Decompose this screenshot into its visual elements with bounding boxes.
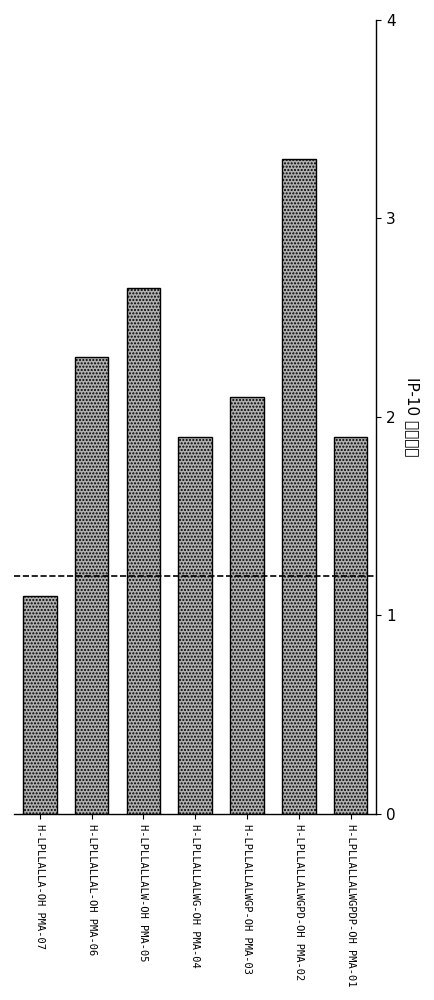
Bar	[334, 437, 368, 814]
Bar	[75, 357, 108, 814]
Bar	[230, 397, 264, 814]
Bar	[178, 437, 212, 814]
Y-axis label: IP-10 倍数变化: IP-10 倍数变化	[405, 377, 420, 457]
Bar	[23, 596, 56, 814]
Bar	[127, 288, 160, 814]
Bar	[282, 159, 316, 814]
